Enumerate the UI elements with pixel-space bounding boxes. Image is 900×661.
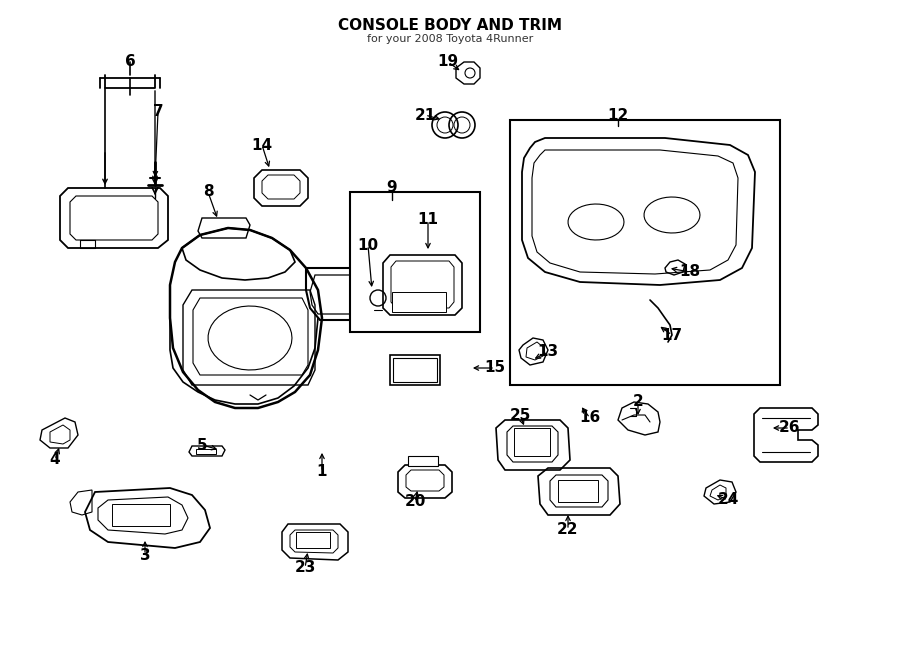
Bar: [112, 504, 170, 526]
Text: 18: 18: [680, 264, 700, 280]
Bar: [408, 456, 438, 466]
Bar: [392, 292, 446, 312]
Text: 8: 8: [202, 184, 213, 200]
Bar: [196, 449, 216, 454]
Text: 26: 26: [779, 420, 801, 436]
Text: 25: 25: [509, 407, 531, 422]
Text: 24: 24: [717, 492, 739, 508]
Text: 11: 11: [418, 212, 438, 227]
Text: 2: 2: [633, 395, 643, 410]
Text: 13: 13: [537, 344, 559, 360]
Text: 7: 7: [153, 104, 163, 120]
Text: 20: 20: [404, 494, 426, 510]
Text: 19: 19: [437, 54, 459, 69]
Text: 3: 3: [140, 547, 150, 563]
Bar: [393, 358, 437, 382]
Text: 10: 10: [357, 237, 379, 253]
Bar: [390, 355, 440, 385]
Text: 9: 9: [387, 180, 397, 196]
Text: 22: 22: [557, 522, 579, 537]
Text: 14: 14: [251, 137, 273, 153]
Bar: [558, 480, 598, 502]
Text: 23: 23: [294, 561, 316, 576]
Text: for your 2008 Toyota 4Runner: for your 2008 Toyota 4Runner: [367, 34, 533, 44]
Bar: [350, 192, 480, 332]
Text: 16: 16: [580, 410, 600, 426]
Text: 21: 21: [414, 108, 436, 122]
Text: 1: 1: [317, 465, 328, 479]
Bar: [514, 428, 550, 456]
Text: 17: 17: [662, 327, 682, 342]
Text: 6: 6: [124, 54, 135, 69]
Bar: [510, 120, 780, 385]
Text: CONSOLE BODY AND TRIM: CONSOLE BODY AND TRIM: [338, 18, 562, 33]
Text: 15: 15: [484, 360, 506, 375]
Text: 5: 5: [197, 438, 207, 453]
Bar: [296, 532, 330, 548]
Text: 12: 12: [608, 108, 628, 122]
Text: 4: 4: [50, 453, 60, 467]
